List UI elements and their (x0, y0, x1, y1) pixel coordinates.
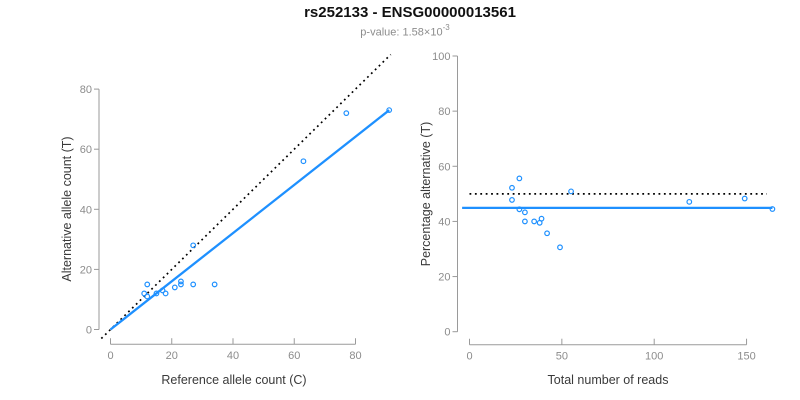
data-point (522, 218, 528, 225)
y-tick-label: 0 (86, 325, 92, 337)
x-tick-label: 150 (737, 351, 755, 363)
data-point (190, 242, 197, 249)
figure-title: rs252133 - ENSG00000013561 (304, 4, 516, 21)
panel-allele-counts: 0 20 40 60 80 0 20 40 60 80 (80, 53, 393, 362)
y-tick-label: 80 (438, 106, 450, 118)
data-point (162, 290, 169, 297)
y-tick-label: 0 (444, 327, 450, 339)
left-yaxis-title: Alternative allele count (T) (60, 136, 74, 282)
data-point (144, 293, 151, 300)
right-xaxis-title: Total number of reads (547, 373, 669, 387)
pvalue-exponent: -3 (442, 23, 450, 32)
data-point (300, 158, 307, 165)
data-point (538, 215, 545, 222)
y-tick-label: 20 (438, 272, 450, 284)
x-tick-label: 20 (166, 350, 178, 362)
data-point (522, 209, 528, 216)
panel-percentage-vs-reads: 0 50 100 150 0 20 40 60 80 100 (432, 51, 776, 363)
y-tick-label: 60 (438, 161, 450, 173)
y-tick-label: 40 (438, 216, 450, 228)
data-point (141, 290, 148, 297)
y-tick-label: 100 (432, 51, 450, 63)
y-tick-label: 40 (80, 204, 92, 216)
x-tick-label: 50 (556, 351, 568, 363)
figure-subtitle: p-value: 1.58×10-3 (5, 23, 800, 39)
x-tick-label: 40 (227, 350, 239, 362)
data-point (386, 107, 393, 114)
data-point (190, 281, 197, 288)
data-point (741, 195, 748, 202)
x-tick-label: 60 (288, 350, 300, 362)
data-point (144, 281, 151, 288)
x-tick-label: 80 (349, 350, 361, 362)
left-xaxis-title: Reference allele count (C) (161, 373, 307, 387)
y-tick-label: 20 (80, 264, 92, 276)
data-point (178, 281, 184, 288)
y-tick-label: 80 (80, 84, 92, 96)
data-point (557, 244, 563, 251)
data-point (509, 197, 515, 203)
fit-line (109, 109, 390, 331)
data-point (568, 188, 574, 195)
data-point (509, 184, 515, 191)
pvalue-text: p-value: 1.58×10 (360, 26, 443, 39)
y-tick-label: 60 (80, 144, 92, 156)
data-point (544, 230, 550, 237)
data-point (516, 175, 523, 182)
data-point (211, 281, 218, 288)
data-point (769, 206, 776, 212)
x-tick-label: 0 (107, 350, 113, 362)
data-point (159, 287, 166, 294)
x-tick-label: 100 (645, 351, 663, 363)
data-point (343, 110, 350, 117)
data-point (178, 278, 184, 285)
right-yaxis-title: Percentage alternative (T) (419, 121, 433, 267)
data-point (153, 290, 160, 297)
data-point (171, 284, 178, 291)
data-point (686, 198, 693, 205)
data-point (516, 206, 523, 213)
data-point (531, 218, 538, 225)
x-tick-label: 0 (466, 351, 472, 363)
